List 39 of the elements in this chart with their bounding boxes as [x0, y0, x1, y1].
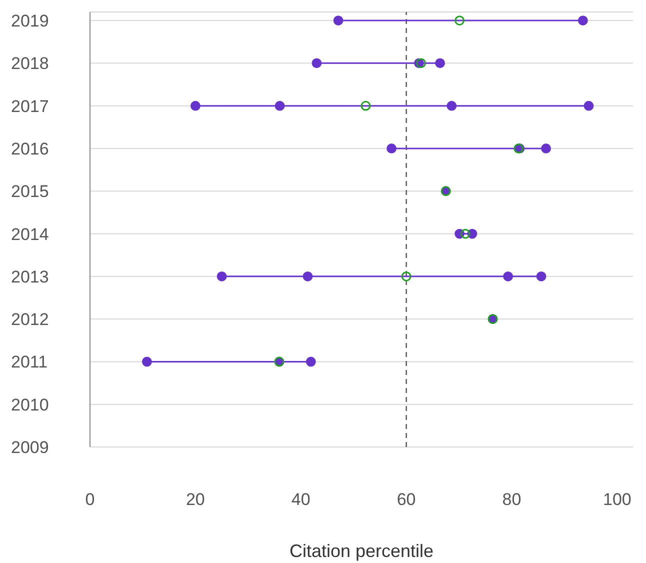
point — [416, 58, 426, 68]
y-tick-label: 2013 — [11, 267, 49, 286]
x-axis-title: Citation percentile — [289, 541, 434, 561]
y-tick-label: 2009 — [11, 438, 49, 457]
point — [541, 144, 551, 154]
point — [302, 271, 313, 282]
x-tick-label: 60 — [396, 490, 416, 510]
point — [446, 100, 457, 111]
point — [578, 16, 588, 26]
y-tick-label: 2018 — [11, 54, 49, 74]
y-tick-label: 2011 — [11, 352, 48, 372]
x-tick-label: 0 — [85, 490, 95, 510]
point — [360, 100, 371, 111]
y-tick-label: 2010 — [11, 395, 49, 414]
x-tick-label: 100 — [602, 490, 632, 510]
point — [536, 271, 546, 282]
point — [503, 271, 514, 282]
y-tick-label: 2016 — [11, 139, 49, 158]
point — [333, 16, 344, 26]
point — [460, 228, 470, 239]
y-tick-label: 2014 — [11, 224, 49, 244]
point — [274, 100, 285, 111]
y-tick-label: 2012 — [11, 310, 49, 330]
point — [454, 16, 465, 26]
point — [584, 100, 594, 111]
y-tick-label: 2015 — [11, 182, 49, 202]
point — [386, 144, 396, 154]
x-tick-label: 80 — [502, 490, 522, 510]
point — [401, 271, 412, 282]
point — [216, 271, 227, 282]
point — [190, 100, 200, 111]
point — [306, 356, 316, 367]
x-tick-label: 20 — [186, 490, 205, 510]
y-tick-label: 2017 — [11, 96, 49, 116]
point — [142, 356, 152, 367]
point — [312, 58, 322, 68]
point — [435, 58, 445, 68]
x-tick-label: 40 — [291, 490, 310, 510]
y-tick-label: 2019 — [11, 12, 49, 31]
